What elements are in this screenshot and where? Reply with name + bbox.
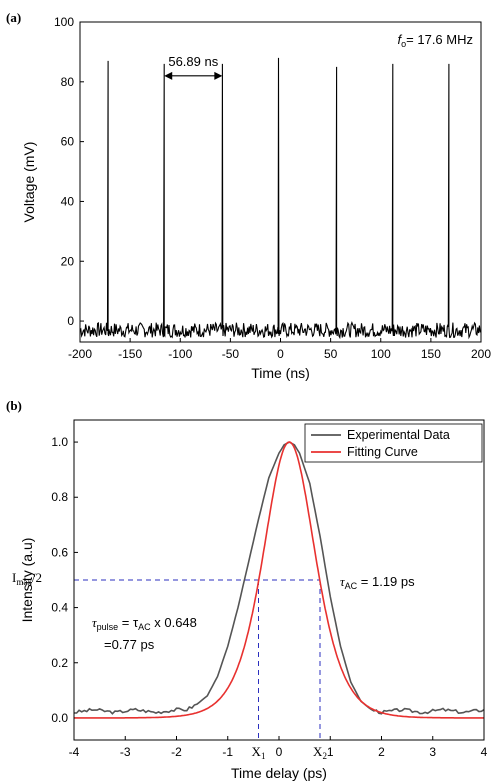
- period-label: 56.89 ns: [168, 54, 218, 69]
- panel-b-chart: (b) -4 -3 -2 -1 0 1 2 3 4 0.0 0.2 0.4 0.6 0.8 1.0 Expe…: [6, 398, 488, 781]
- half-max-guides: [74, 579, 321, 740]
- panel-b-x-tick-label: -2: [171, 745, 182, 759]
- panel-a-x-tick-label: 100: [371, 347, 391, 361]
- half-max-label: Imax/2: [12, 570, 42, 587]
- panel-b-plot-frame: [73, 419, 485, 741]
- panel-b-y-tick-label: 0.0: [51, 711, 68, 725]
- legend: Experimental Data Fitting Curve: [304, 423, 483, 463]
- panel-b-y-tick-label: 0.6: [51, 545, 68, 559]
- panel-a-x-tick-label: 200: [471, 347, 491, 361]
- experimental-data-line: [74, 441, 485, 715]
- panel-a-y-axis-label: Voltage (mV): [21, 142, 37, 223]
- panel-b-x-tick-label: -4: [69, 745, 80, 759]
- panel-b-x-axis-label: Time delay (ps): [231, 765, 327, 781]
- panel-b-y-tick-label: 0.2: [51, 656, 68, 670]
- legend-label-fitting: Fitting Curve: [347, 445, 418, 459]
- frequency-label: fo= 17.6 MHz: [398, 32, 473, 49]
- fitting-curve-line: [74, 441, 484, 719]
- panel-b-x-tick-label: 4: [481, 745, 488, 759]
- panel-a-y-tick-label: 100: [54, 15, 74, 29]
- panel-a-x-tick-label: 150: [421, 347, 441, 361]
- panel-b-label: (b): [6, 398, 22, 413]
- period-arrow: [164, 71, 223, 80]
- panel-a-x-axis-label: Time (ns): [251, 365, 310, 381]
- panel-b-x-tick-label: 0: [276, 745, 283, 759]
- panel-b-axes: -4 -3 -2 -1 0 1 2 3 4 0.0 0.2 0.4 0.6 0.8 1.0: [51, 435, 487, 759]
- panel-a-x-tick-label: -100: [168, 347, 192, 361]
- panel-a-x-tick-label: -200: [68, 347, 92, 361]
- panel-b-x-tick-label: 1: [327, 745, 334, 759]
- panel-a-label: (a): [6, 10, 21, 25]
- panel-b-x-tick-label: 2: [378, 745, 385, 759]
- panel-b-x-tick-label: -3: [120, 745, 131, 759]
- panel-a-pulse-trace: [79, 57, 481, 340]
- panel-a-x-tick-label: 0: [277, 347, 284, 361]
- panel-a-axes: -200 -150 -100 -50 0 50 100 150 200 0 20 40 60 80 100: [54, 15, 491, 361]
- panel-a-chart: (a) -200 -150 -100 -50 0 50 100 150 200 0 20 40 60 80…: [6, 10, 491, 381]
- panel-a-y-tick-label: 20: [61, 254, 75, 268]
- panel-a-y-tick-label: 60: [61, 135, 75, 149]
- panel-b-y-tick-label: 1.0: [51, 435, 68, 449]
- panel-a-y-tick-label: 80: [61, 75, 75, 89]
- panel-a-y-tick-label: 0: [67, 314, 74, 328]
- panel-a-x-tick-label: -50: [222, 347, 240, 361]
- panel-a-x-tick-label: -150: [118, 347, 142, 361]
- tau-pulse-formula: τpulse = τAC x 0.648: [92, 615, 197, 632]
- panel-b-y-tick-label: 0.8: [51, 490, 68, 504]
- panel-a-plot-frame: [79, 21, 482, 343]
- x2-marker-label: X2: [313, 744, 327, 761]
- x1-marker-label: X1: [252, 744, 266, 761]
- panel-b-x-tick-label: 3: [429, 745, 436, 759]
- panel-b-y-tick-label: 0.4: [51, 601, 68, 615]
- legend-label-experimental: Experimental Data: [347, 428, 450, 442]
- tau-pulse-result: =0.77 ps: [104, 637, 155, 652]
- panel-b-y-axis-label: Intensity (a.u): [19, 538, 35, 623]
- panel-a-x-tick-label: 50: [324, 347, 338, 361]
- panel-b-x-tick-label: -1: [222, 745, 233, 759]
- panel-a-y-tick-label: 40: [61, 194, 75, 208]
- tau-ac-label: τAC = 1.19 ps: [340, 574, 415, 591]
